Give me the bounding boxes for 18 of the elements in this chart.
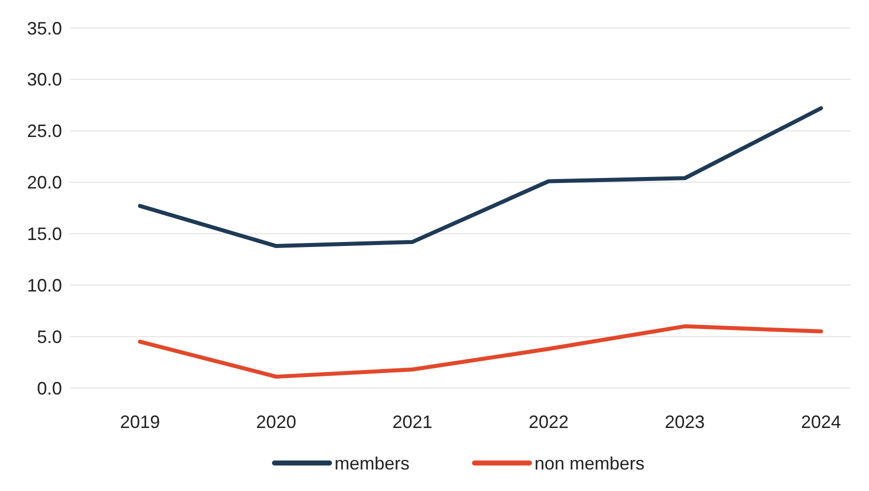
y-tick-label: 5.0 <box>36 326 62 347</box>
x-tick-label: 2021 <box>392 412 432 432</box>
x-tick-label: 2020 <box>256 412 296 432</box>
legend-label: non members <box>534 453 645 474</box>
y-tick-label: 10.0 <box>26 275 62 296</box>
line-series <box>138 324 823 379</box>
legend-label: members <box>334 453 410 474</box>
x-tick-label: 2022 <box>528 412 569 432</box>
y-tick-label: 30.0 <box>26 70 62 90</box>
x-tick-label: 2019 <box>120 412 160 432</box>
y-tick-label: 15.0 <box>26 224 62 244</box>
y-tick-label: 35.0 <box>26 18 62 38</box>
line-series <box>138 106 823 248</box>
y-tick-label: 0.0 <box>36 378 62 398</box>
y-tick-label: 20.0 <box>26 172 62 193</box>
x-tick-label: 2024 <box>800 412 842 432</box>
y-tick-label: 25.0 <box>26 121 62 142</box>
x-tick-label: 2023 <box>664 412 705 432</box>
